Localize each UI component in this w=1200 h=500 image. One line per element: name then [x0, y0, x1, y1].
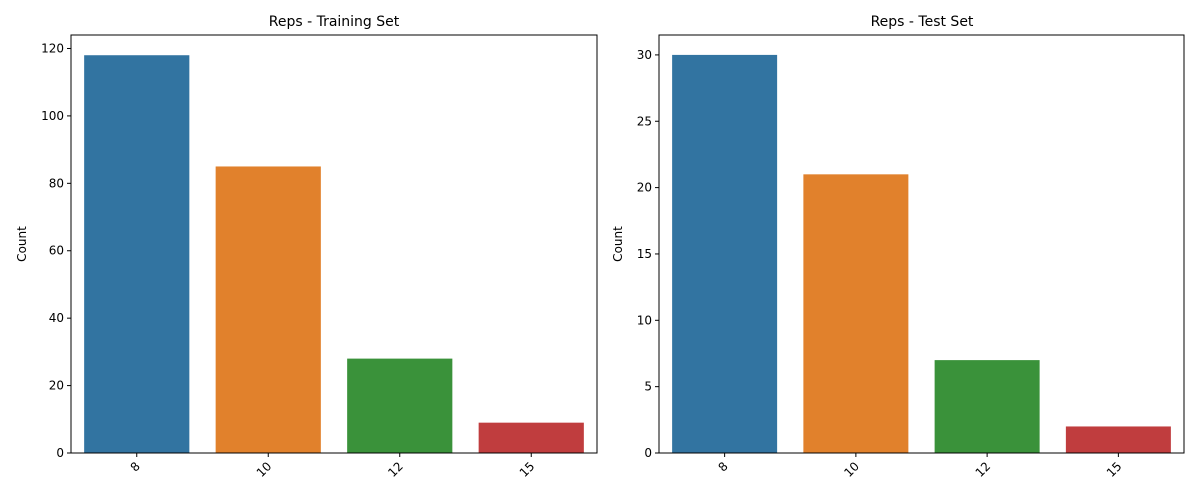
bar-12 — [934, 360, 1040, 453]
y-tick-label: 100 — [41, 109, 64, 123]
bar-8 — [84, 55, 190, 454]
y-tick-label: 0 — [644, 446, 652, 460]
y-tick-label: 60 — [49, 244, 64, 258]
y-tick-label: 5 — [644, 380, 652, 394]
x-tick-label: 10 — [841, 459, 862, 480]
x-tick-label: 12 — [973, 459, 994, 480]
bar-10 — [803, 174, 909, 454]
x-tick-label: 8 — [715, 459, 730, 474]
y-tick-label: 25 — [637, 114, 652, 128]
y-tick-label: 20 — [49, 379, 64, 393]
y-tick-label: 80 — [49, 176, 64, 190]
bar-10 — [215, 166, 321, 453]
y-tick-label: 10 — [637, 313, 652, 327]
bar-15 — [1065, 426, 1171, 453]
y-tick-label: 40 — [49, 311, 64, 325]
bar-8 — [672, 54, 778, 454]
x-tick-label: 10 — [254, 459, 275, 480]
x-tick-label: 15 — [517, 459, 538, 480]
chart-title: Reps - Training Set — [269, 14, 400, 30]
chart-title: Reps - Test Set — [871, 14, 974, 30]
chart-test-set: Reps - Test Set Count 0 5 10 15 20 25 30 8 10 12 1… — [611, 14, 1185, 480]
x-tick-label: 8 — [128, 459, 143, 474]
bar-12 — [347, 358, 453, 453]
plot-frame — [70, 34, 598, 454]
y-tick-label: 20 — [637, 181, 652, 195]
x-tick-label: 12 — [385, 459, 406, 480]
y-tick-label: 15 — [637, 247, 652, 261]
y-axis-label: Count — [15, 226, 29, 262]
chart-training-set: Reps - Training Set Count 0 20 40 60 80 100 12… — [15, 14, 598, 480]
bar-15 — [478, 422, 584, 453]
y-tick-label: 0 — [56, 446, 64, 460]
y-tick-label: 120 — [41, 41, 64, 55]
plot-frame — [658, 34, 1185, 454]
x-tick-label: 15 — [1104, 459, 1125, 480]
y-tick-label: 30 — [637, 48, 652, 62]
y-axis-label: Count — [611, 226, 625, 262]
